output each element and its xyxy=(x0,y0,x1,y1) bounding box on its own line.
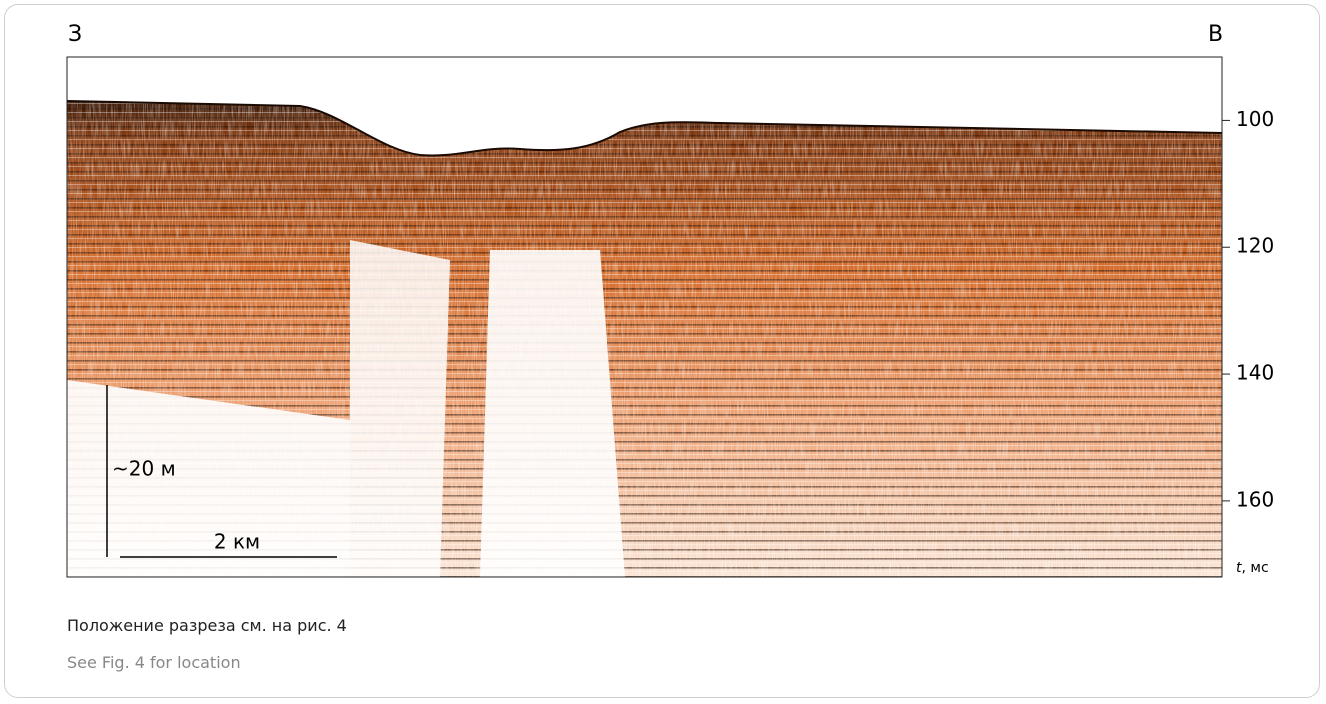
horizontal-scale-label: 2 км xyxy=(214,530,260,554)
y-tick-label: 120 xyxy=(1236,234,1274,258)
axis-variable: t xyxy=(1236,560,1242,576)
vertical-scale-label: ~20 м xyxy=(112,457,176,481)
caption-ru: Положение разреза см. на рис. 4 xyxy=(67,616,347,635)
west-label: З xyxy=(68,22,82,47)
axis-unit: , мс xyxy=(1242,560,1269,576)
y-tick-label: 160 xyxy=(1236,487,1274,511)
figure-card xyxy=(4,4,1320,698)
seismic-figure: З В t, мс ~20 м 2 км 100 120 140 160 xyxy=(66,22,1274,578)
y-tick-label: 140 xyxy=(1236,361,1274,385)
east-label: В xyxy=(1208,22,1223,47)
caption-en: See Fig. 4 for location xyxy=(67,653,241,672)
seismic-image xyxy=(67,57,1222,577)
plot-frame xyxy=(66,56,1223,578)
axis-label: t, мс xyxy=(1236,560,1269,576)
y-tick-label: 100 xyxy=(1236,107,1274,131)
